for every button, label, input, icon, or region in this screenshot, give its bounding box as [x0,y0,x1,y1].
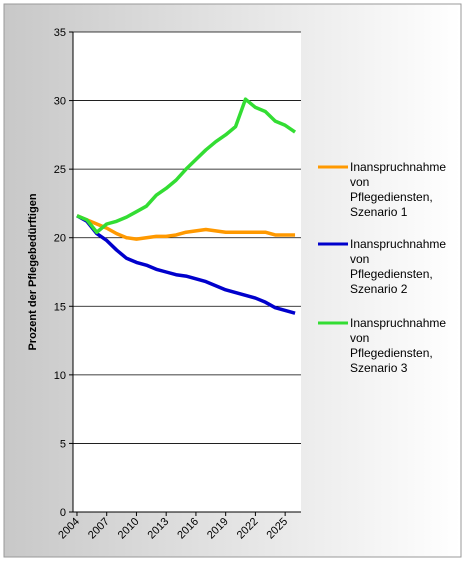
line-series [76,214,296,241]
y-tick-label: 30 [54,96,66,108]
y-tick-label: 15 [54,301,66,313]
line-series [76,214,296,315]
y-tick-label: 20 [54,233,66,245]
y-tick-label: 25 [54,164,66,176]
legend-label: Inanspruchnahme von Pflegediensten, Szen… [350,316,447,375]
y-tick-label: 5 [60,438,66,450]
legend-label: Inanspruchnahme von Pflegediensten, Szen… [350,237,447,296]
legend-label: Inanspruchnahme von Pflegediensten, Szen… [350,160,447,219]
y-axis-label: Prozent der Pflegebedürftigen [27,193,39,350]
y-tick-label: 0 [60,507,66,519]
line-series [76,97,297,234]
y-tick-label: 10 [54,370,66,382]
y-tick-label: 35 [54,27,66,39]
plot-area [73,32,301,512]
